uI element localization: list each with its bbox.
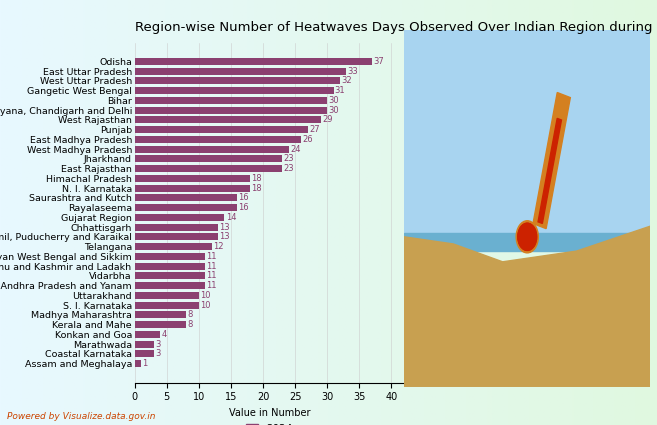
Bar xyxy=(135,184,250,192)
Polygon shape xyxy=(404,30,650,244)
Bar xyxy=(135,263,205,269)
Polygon shape xyxy=(404,233,650,251)
Bar xyxy=(135,311,186,318)
Bar xyxy=(135,272,205,279)
Bar xyxy=(135,116,321,123)
Text: 8: 8 xyxy=(187,310,193,319)
Text: 13: 13 xyxy=(219,223,230,232)
Bar xyxy=(135,68,346,75)
Legend: 2024: 2024 xyxy=(242,420,297,425)
Bar xyxy=(135,253,205,260)
Bar xyxy=(135,97,327,104)
Text: 27: 27 xyxy=(309,125,320,134)
Bar xyxy=(135,165,283,172)
Text: 16: 16 xyxy=(238,203,249,212)
Circle shape xyxy=(516,221,538,253)
Text: 16: 16 xyxy=(238,193,249,202)
Text: 11: 11 xyxy=(206,262,217,271)
Text: 18: 18 xyxy=(252,174,262,183)
Bar xyxy=(135,224,218,231)
Text: 32: 32 xyxy=(341,76,352,85)
Text: 30: 30 xyxy=(328,106,339,115)
Text: 13: 13 xyxy=(219,232,230,241)
Circle shape xyxy=(518,223,537,250)
Text: 37: 37 xyxy=(373,57,384,66)
Text: 4: 4 xyxy=(162,330,167,339)
Bar xyxy=(135,350,154,357)
Text: 3: 3 xyxy=(155,340,160,348)
Bar xyxy=(135,77,340,85)
Bar xyxy=(135,156,283,162)
Bar xyxy=(135,340,154,348)
Bar xyxy=(135,136,302,143)
Text: Powered by Visualize.data.gov.in: Powered by Visualize.data.gov.in xyxy=(7,412,155,421)
Text: 31: 31 xyxy=(335,86,346,95)
Bar xyxy=(135,292,199,299)
Text: 14: 14 xyxy=(226,213,237,222)
Bar xyxy=(135,214,225,221)
Bar xyxy=(135,331,160,338)
Bar xyxy=(135,360,141,367)
Text: 18: 18 xyxy=(252,184,262,193)
Bar xyxy=(135,126,308,133)
Circle shape xyxy=(518,223,537,250)
Text: 11: 11 xyxy=(206,271,217,280)
Text: 11: 11 xyxy=(206,281,217,290)
Text: 26: 26 xyxy=(303,135,313,144)
Bar xyxy=(135,302,199,309)
Text: 23: 23 xyxy=(283,154,294,163)
Text: Region-wise Number of Heatwaves Days Observed Over Indian Region during 2024: Region-wise Number of Heatwaves Days Obs… xyxy=(135,21,657,34)
Bar xyxy=(533,93,570,229)
Bar xyxy=(135,58,372,65)
Bar xyxy=(135,243,212,250)
Bar xyxy=(135,321,186,328)
Text: 33: 33 xyxy=(348,67,358,76)
Text: 24: 24 xyxy=(290,144,300,154)
X-axis label: Value in Number: Value in Number xyxy=(229,408,310,418)
Bar xyxy=(135,204,237,211)
Text: 23: 23 xyxy=(283,164,294,173)
Text: 30: 30 xyxy=(328,96,339,105)
Text: 1: 1 xyxy=(143,359,148,368)
Bar xyxy=(135,175,250,182)
Text: 10: 10 xyxy=(200,300,211,309)
Text: 10: 10 xyxy=(200,291,211,300)
Text: 8: 8 xyxy=(187,320,193,329)
Bar xyxy=(538,119,562,224)
Text: 12: 12 xyxy=(213,242,223,251)
Bar xyxy=(135,146,288,153)
Bar xyxy=(135,87,334,94)
Text: 3: 3 xyxy=(155,349,160,358)
Bar xyxy=(135,282,205,289)
Text: 29: 29 xyxy=(322,116,332,125)
Bar xyxy=(135,107,327,114)
Bar xyxy=(135,233,218,241)
Text: 11: 11 xyxy=(206,252,217,261)
Bar xyxy=(135,194,237,201)
Polygon shape xyxy=(404,226,650,387)
